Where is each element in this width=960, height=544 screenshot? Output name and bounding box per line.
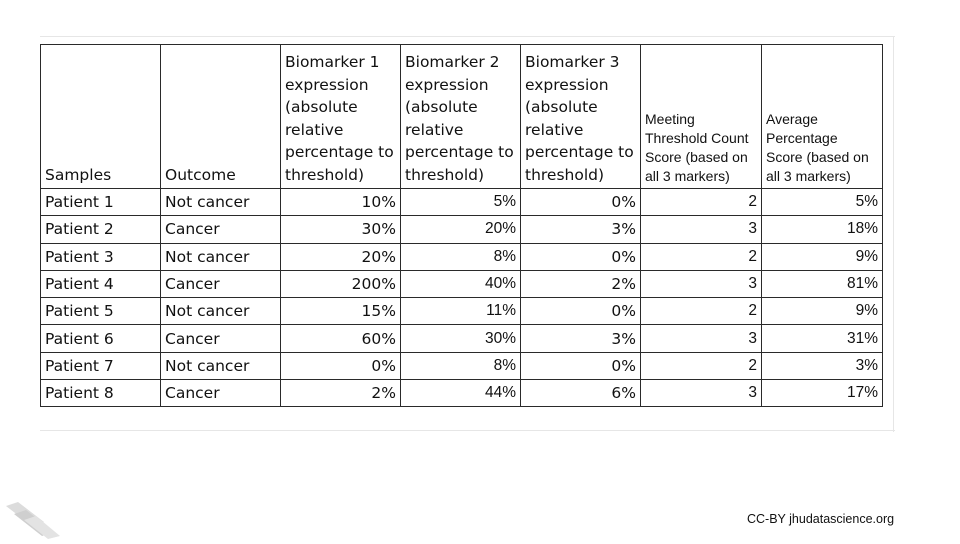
cell-threshold-count: 3 [640, 324, 762, 353]
table-header-row: Samples Outcome Biomarker 1 expression (… [40, 44, 883, 189]
cell-average-percentage: 9% [761, 242, 883, 271]
header-biomarker-2: Biomarker 2 expression (absolute relativ… [400, 44, 521, 189]
table-row: Patient 3 Not cancer 20% 8% 0% 2 9% [40, 242, 883, 271]
header-samples: Samples [40, 44, 161, 189]
table-row: Patient 7 Not cancer 0% 8% 0% 2 3% [40, 351, 883, 381]
cell-sample: Patient 5 [40, 297, 161, 326]
cell-biomarker-2: 11% [400, 297, 521, 326]
header-threshold-count-score: Meeting Threshold Count Score (based on … [640, 44, 762, 189]
cell-sample: Patient 8 [40, 379, 161, 408]
table-row: Patient 1 Not cancer 10% 5% 0% 2 5% [40, 187, 883, 217]
cell-sample: Patient 3 [40, 242, 161, 271]
cell-biomarker-3: 0% [520, 187, 641, 217]
cell-average-percentage: 81% [761, 269, 883, 299]
cell-average-percentage: 9% [761, 297, 883, 326]
cell-sample: Patient 6 [40, 324, 161, 353]
cell-average-percentage: 17% [761, 379, 883, 408]
table-row: Patient 4 Cancer 200% 40% 2% 3 81% [40, 269, 883, 299]
header-average-percentage-score: Average Percentage Score (based on all 3… [761, 44, 883, 189]
cell-average-percentage: 5% [761, 187, 883, 217]
cell-outcome: Not cancer [160, 297, 281, 326]
cell-sample: Patient 2 [40, 215, 161, 244]
cell-sample: Patient 4 [40, 269, 161, 299]
cell-outcome: Cancer [160, 269, 281, 299]
cell-biomarker-3: 3% [520, 324, 641, 353]
cell-biomarker-3: 6% [520, 379, 641, 408]
cell-outcome: Cancer [160, 379, 281, 408]
cell-biomarker-3: 0% [520, 351, 641, 381]
cell-average-percentage: 18% [761, 215, 883, 244]
gridline-bottom [40, 430, 895, 431]
cell-biomarker-2: 5% [400, 187, 521, 217]
header-biomarker-1: Biomarker 1 expression (absolute relativ… [280, 44, 401, 189]
cell-biomarker-3: 2% [520, 269, 641, 299]
biomarker-table: Samples Outcome Biomarker 1 expression (… [40, 44, 883, 408]
cell-biomarker-1: 0% [280, 351, 401, 381]
cell-biomarker-2: 44% [400, 379, 521, 408]
cell-biomarker-2: 40% [400, 269, 521, 299]
gridline-right [893, 36, 894, 432]
cell-threshold-count: 3 [640, 269, 762, 299]
table-row: Patient 5 Not cancer 15% 11% 0% 2 9% [40, 297, 883, 326]
stacked-slabs-logo-icon [4, 500, 62, 544]
cell-average-percentage: 31% [761, 324, 883, 353]
header-biomarker-3: Biomarker 3 expression (absolute relativ… [520, 44, 641, 189]
cell-sample: Patient 7 [40, 351, 161, 381]
table-row: Patient 8 Cancer 2% 44% 6% 3 17% [40, 379, 883, 408]
cell-threshold-count: 2 [640, 187, 762, 217]
cell-biomarker-3: 0% [520, 242, 641, 271]
cell-biomarker-3: 0% [520, 297, 641, 326]
cell-biomarker-3: 3% [520, 215, 641, 244]
cell-threshold-count: 2 [640, 351, 762, 381]
cell-biomarker-1: 15% [280, 297, 401, 326]
cell-sample: Patient 1 [40, 187, 161, 217]
cell-outcome: Not cancer [160, 242, 281, 271]
cell-outcome: Cancer [160, 324, 281, 353]
cell-outcome: Cancer [160, 215, 281, 244]
cell-biomarker-2: 30% [400, 324, 521, 353]
cell-biomarker-1: 30% [280, 215, 401, 244]
cell-biomarker-1: 20% [280, 242, 401, 271]
cell-biomarker-1: 2% [280, 379, 401, 408]
cell-biomarker-1: 200% [280, 269, 401, 299]
gridline-top [40, 36, 895, 37]
table-row: Patient 6 Cancer 60% 30% 3% 3 31% [40, 324, 883, 353]
cell-biomarker-1: 10% [280, 187, 401, 217]
cell-biomarker-1: 60% [280, 324, 401, 353]
cell-average-percentage: 3% [761, 351, 883, 381]
cell-threshold-count: 3 [640, 379, 762, 408]
cell-biomarker-2: 8% [400, 242, 521, 271]
credit-text: CC-BY jhudatascience.org [747, 512, 895, 526]
cell-biomarker-2: 8% [400, 351, 521, 381]
cell-biomarker-2: 20% [400, 215, 521, 244]
table-row: Patient 2 Cancer 30% 20% 3% 3 18% [40, 215, 883, 244]
cell-outcome: Not cancer [160, 187, 281, 217]
cell-threshold-count: 2 [640, 297, 762, 326]
cell-threshold-count: 3 [640, 215, 762, 244]
header-outcome: Outcome [160, 44, 281, 189]
cell-outcome: Not cancer [160, 351, 281, 381]
cell-threshold-count: 2 [640, 242, 762, 271]
